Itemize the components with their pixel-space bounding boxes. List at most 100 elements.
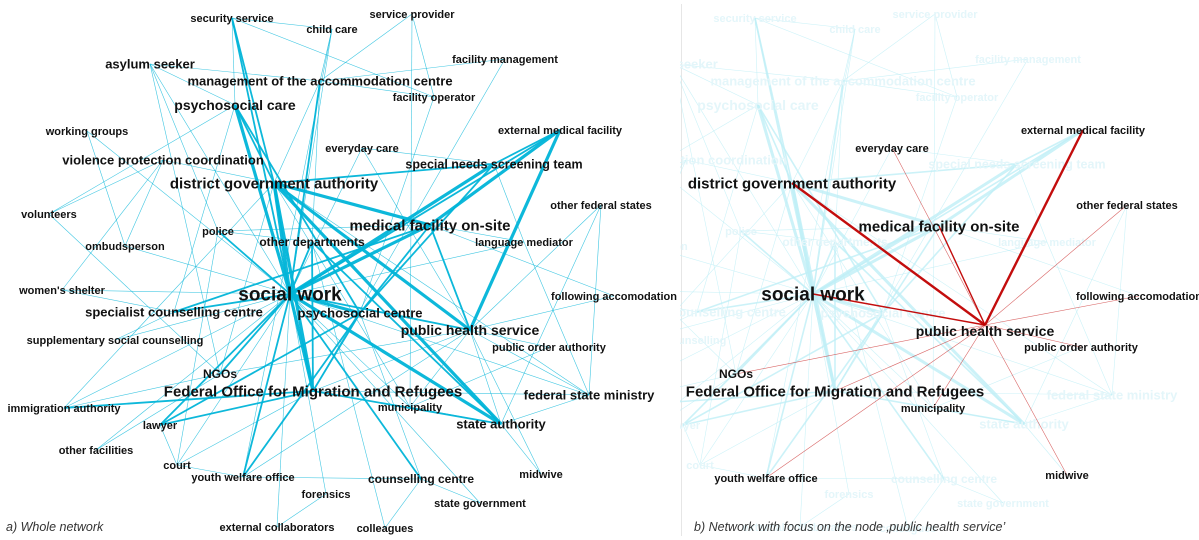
network-edge: [289, 80, 321, 295]
focus-edge: [891, 147, 986, 326]
node-label: child care: [306, 24, 357, 36]
network-edge: [233, 104, 292, 295]
network-edge: [359, 224, 431, 314]
faded-node-label: language mediator: [998, 237, 1097, 249]
node-label: external medical facility: [498, 125, 623, 137]
faded-edge: [680, 291, 814, 295]
faded-edge: [812, 241, 1048, 295]
faded-edge: [812, 292, 1025, 426]
network-edge: [409, 13, 413, 408]
faded-edge: [882, 163, 1018, 314]
faded-edge: [812, 293, 1113, 396]
network-edge: [273, 80, 321, 184]
node-label: other federal states: [550, 200, 651, 212]
network-edge: [231, 17, 333, 30]
network-edge: [176, 464, 244, 478]
focus-edge: [984, 295, 1140, 326]
network-edge: [176, 390, 314, 466]
node-label: service provider: [370, 9, 456, 21]
faded-node-label: police: [725, 226, 757, 238]
network-edge: [234, 104, 361, 314]
node-label: management of the accommodation centre: [187, 74, 452, 89]
faded-edge: [680, 373, 737, 411]
network-edge: [242, 28, 333, 478]
faded-node-label: service provider: [893, 9, 979, 21]
faded-edge: [680, 159, 687, 164]
network-edge: [411, 13, 435, 98]
faded-edge: [680, 159, 687, 175]
edges-group: [48, 13, 615, 529]
focus-edges-group: [735, 129, 1140, 479]
node-label: psychosocial care: [174, 97, 296, 113]
faded-edge: [791, 80, 844, 184]
faded-edge: [842, 13, 936, 82]
network-edge: [159, 424, 178, 466]
network-edge: [289, 28, 333, 295]
faded-edge: [812, 147, 893, 295]
faded-edge: [680, 293, 814, 402]
node-label: midwive: [519, 469, 562, 481]
faded-edge: [699, 230, 742, 466]
network-edge: [159, 293, 291, 426]
faded-edge: [680, 64, 844, 82]
connected-node-label: midwive: [1045, 470, 1088, 482]
faded-edge: [812, 80, 844, 295]
node-label: special needs screening team: [405, 157, 582, 171]
faded-edge: [812, 129, 1084, 295]
network-edge: [159, 390, 314, 426]
faded-edge: [812, 293, 934, 409]
faded-edge: [834, 312, 884, 392]
node-label: specialist counselling centre: [85, 305, 263, 320]
faded-edge: [842, 80, 958, 98]
faded-edge: [680, 80, 742, 232]
network-edge: [176, 293, 291, 466]
faded-edge: [934, 13, 958, 98]
node-label: NGOs: [203, 367, 237, 381]
faded-edge: [682, 390, 836, 426]
faded-node-label: supplementary social counselling: [680, 335, 726, 347]
node-label: psychosocial centre: [298, 306, 423, 321]
network-edge: [61, 159, 164, 291]
network-graph-focus: security service service provider child ca…: [680, 9, 1199, 535]
faded-edge: [754, 17, 793, 184]
connected-node-label: everyday care: [855, 143, 928, 155]
network-edge: [61, 289, 175, 313]
node-label: women's shelter: [18, 285, 105, 297]
faded-edge: [680, 293, 814, 362]
network-edge: [63, 373, 221, 409]
network-edge: [276, 293, 291, 528]
network-edge: [219, 293, 291, 375]
focus-edge: [984, 324, 1082, 348]
faded-edge: [834, 58, 1029, 392]
faded-node-label: ombudsperson: [680, 241, 688, 253]
faded-edge: [882, 312, 945, 480]
network-edge: [95, 293, 291, 451]
network-edge: [319, 58, 506, 82]
faded-edge: [765, 312, 884, 479]
network-edge: [469, 204, 602, 331]
node-label: security service: [190, 13, 273, 25]
faded-edge: [791, 163, 1018, 184]
faded-edge: [938, 128, 1084, 228]
faded-edge: [680, 390, 836, 403]
network-edge: [493, 163, 525, 243]
faded-edge: [1111, 204, 1128, 396]
network-edge: [420, 478, 481, 504]
network-edge: [217, 230, 313, 243]
network-edge: [312, 390, 502, 425]
faded-edge: [696, 104, 759, 313]
network-edge: [429, 128, 561, 227]
node-label: external collaborators: [220, 522, 335, 534]
faded-edge: [812, 224, 940, 296]
faded-edge: [699, 293, 814, 466]
faded-edge: [754, 17, 958, 98]
node-label: immigration authority: [7, 403, 121, 415]
network-edge: [63, 182, 275, 409]
faded-edge: [696, 225, 940, 313]
faded-edges-group: [680, 13, 1140, 529]
connected-node-label: municipality: [901, 403, 966, 415]
connected-node-label: youth welfare office: [714, 473, 817, 485]
faded-edge: [938, 225, 1140, 297]
faded-edge: [1023, 423, 1068, 476]
